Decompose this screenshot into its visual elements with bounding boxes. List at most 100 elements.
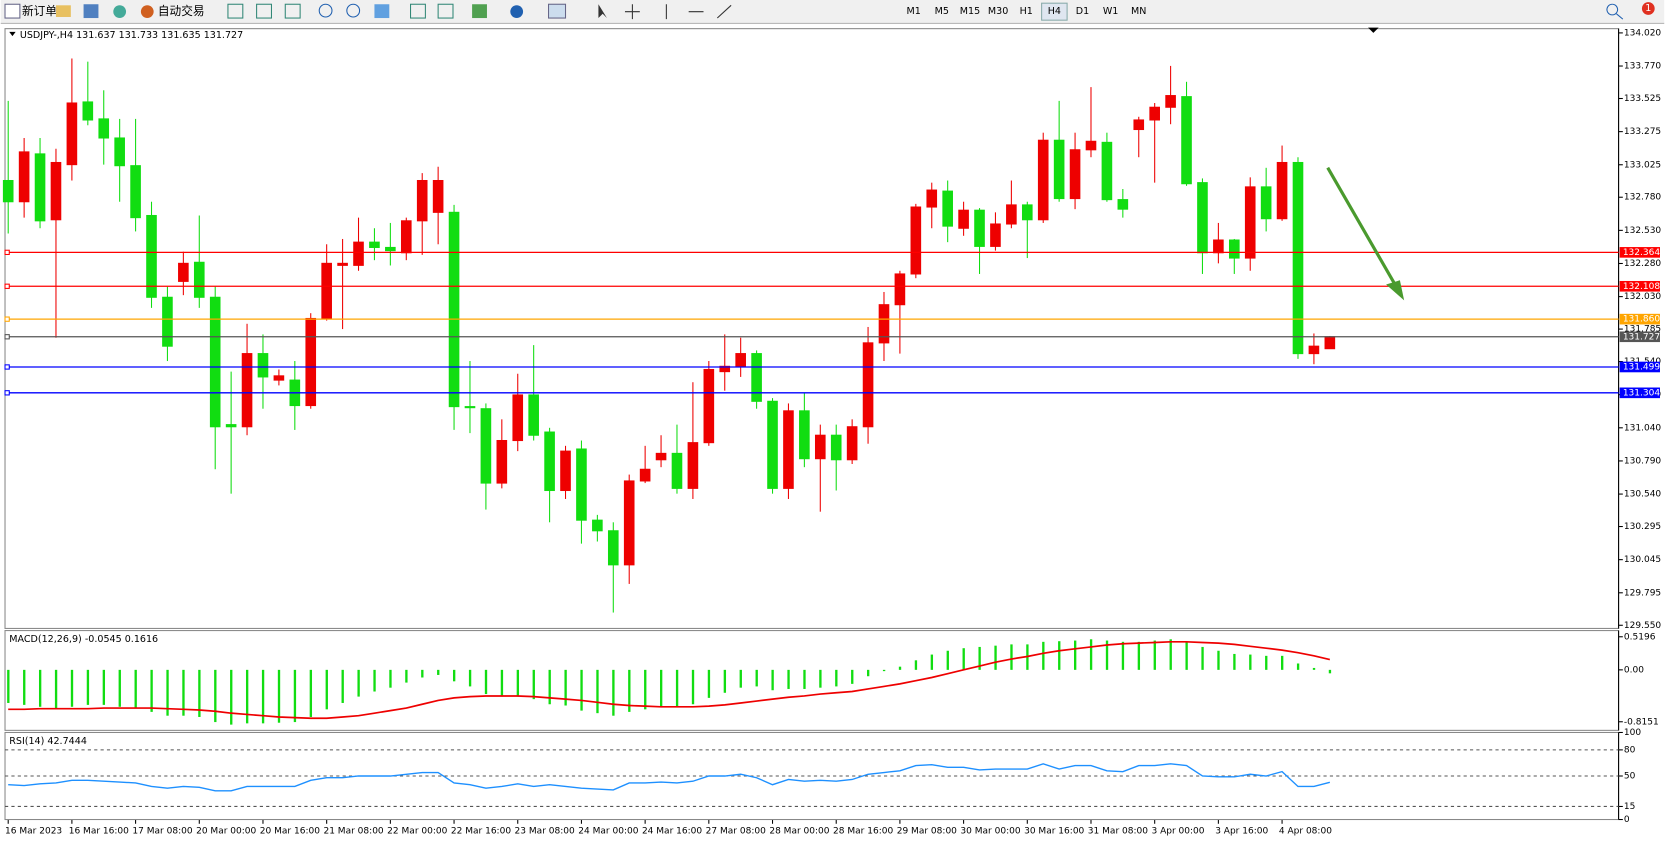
- macd-bar: [1265, 655, 1268, 670]
- timeframe-button[interactable]: W1: [1103, 6, 1119, 17]
- macd-bar: [548, 669, 551, 705]
- x-tick-label: 23 Mar 08:00: [515, 827, 575, 837]
- macd-bar: [1089, 639, 1093, 670]
- candle-body: [1053, 139, 1065, 200]
- icon[interactable]: [83, 4, 99, 19]
- chart-area: 134.020 133.770 133.525 133.275 133.025 132.7…: [2, 28, 1662, 837]
- icon[interactable]: [256, 3, 272, 19]
- icon[interactable]: [346, 3, 361, 18]
- button-label[interactable]: 新订单: [22, 4, 57, 18]
- candle-body: [209, 296, 221, 428]
- candle-body: [1181, 96, 1192, 185]
- candle-body: [18, 151, 30, 203]
- x-tick-label: 24 Mar 16:00: [642, 827, 702, 837]
- macd-bar: [150, 669, 153, 712]
- y-tick-label: 100: [1624, 728, 1641, 738]
- candle-body: [1165, 95, 1176, 108]
- macd-bar: [38, 669, 42, 707]
- icon[interactable]: [437, 3, 454, 19]
- icon[interactable]: [624, 4, 640, 20]
- search-icon[interactable]: [1606, 3, 1624, 20]
- candle-body: [369, 241, 380, 248]
- ohlc-open: 131.637: [76, 30, 115, 41]
- candle-body: [1149, 106, 1160, 121]
- macd-bar: [1153, 640, 1156, 670]
- macd-bar: [166, 669, 169, 716]
- timeframe-button[interactable]: M15: [960, 6, 980, 17]
- indicator-name: RSI(14): [9, 735, 44, 746]
- x-tick-label: 30 Mar 16:00: [1024, 827, 1084, 837]
- x-tick-label: 29 Mar 08:00: [897, 827, 957, 837]
- signal-value: 0.1616: [125, 634, 158, 645]
- candle-body: [735, 353, 746, 367]
- candle-body: [1117, 199, 1129, 210]
- timeframe-button[interactable]: M30: [988, 6, 1008, 17]
- macd-bar: [230, 669, 233, 725]
- level-handle: [4, 334, 10, 340]
- timeframe-button[interactable]: M1: [907, 6, 921, 17]
- icon[interactable]: [227, 3, 244, 19]
- icon[interactable]: [472, 4, 487, 19]
- icon[interactable]: [548, 3, 567, 19]
- timeframe-button[interactable]: H1: [1020, 6, 1033, 17]
- toolbar-bg: [0, 0, 1665, 24]
- macd-bar: [691, 669, 695, 705]
- x-tick-label: 20 Mar 00:00: [196, 827, 256, 837]
- icon[interactable]: [665, 4, 732, 20]
- active-timeframe[interactable]: [1041, 2, 1068, 21]
- notification-badge[interactable]: [1641, 2, 1655, 15]
- candle-body: [1101, 141, 1113, 201]
- level-handle: [4, 316, 10, 322]
- button-label[interactable]: 自动交易: [158, 4, 205, 18]
- macd-bar: [1105, 640, 1109, 670]
- level-handle: [4, 390, 10, 396]
- level-label: 131.499: [1623, 362, 1661, 372]
- x-tick-label: 22 Mar 00:00: [387, 827, 447, 837]
- candle-body: [671, 452, 683, 489]
- icon[interactable]: [318, 3, 333, 18]
- y-tick-label: 0.00: [1624, 665, 1644, 675]
- candle-body: [353, 241, 364, 266]
- icon[interactable]: [140, 5, 154, 19]
- x-tick-label: 28 Mar 16:00: [833, 827, 893, 837]
- macd-bar: [70, 669, 74, 707]
- timeframe-button[interactable]: D1: [1076, 6, 1089, 17]
- macd-bar: [978, 646, 981, 670]
- y-tick-label: 133.025: [1624, 160, 1661, 170]
- macd-bar: [803, 669, 806, 689]
- y-tick-label: 132.030: [1624, 292, 1662, 302]
- y-tick-label: 50: [1624, 771, 1636, 781]
- macd-bar: [675, 669, 679, 707]
- x-tick-label: 16 Mar 2023: [5, 827, 62, 837]
- timeframe-button[interactable]: M5: [935, 6, 949, 17]
- macd-bar: [1185, 641, 1188, 670]
- icon[interactable]: [284, 3, 301, 19]
- macd-bar: [452, 669, 456, 682]
- y-tick-label: 0: [1624, 815, 1630, 825]
- timeframe-button[interactable]: MN: [1131, 6, 1146, 17]
- timeframe-button[interactable]: H4: [1048, 6, 1061, 17]
- candle-body: [432, 179, 444, 213]
- icon[interactable]: [374, 4, 390, 19]
- indicator-name: MACD(12,26,9): [9, 634, 82, 645]
- level-handle: [4, 249, 10, 256]
- macd-bar: [23, 669, 26, 705]
- candle-body: [480, 408, 492, 484]
- icon[interactable]: [598, 4, 607, 19]
- candle-body: [942, 190, 953, 227]
- candle-body: [82, 101, 94, 121]
- icon[interactable]: [113, 5, 127, 19]
- candle-body: [990, 223, 1001, 247]
- icon[interactable]: [55, 5, 71, 17]
- candle-body: [114, 137, 125, 167]
- macd-bar: [628, 669, 631, 712]
- level-label: 132.364: [1623, 248, 1661, 258]
- icon[interactable]: [410, 3, 426, 19]
- macd-bar: [1058, 641, 1061, 670]
- candle-body: [814, 434, 826, 460]
- macd-bar: [882, 669, 886, 672]
- x-tick-label: 16 Mar 16:00: [69, 827, 129, 837]
- macd-bar: [118, 669, 121, 707]
- icon[interactable]: [510, 5, 524, 19]
- candle-body: [321, 262, 332, 320]
